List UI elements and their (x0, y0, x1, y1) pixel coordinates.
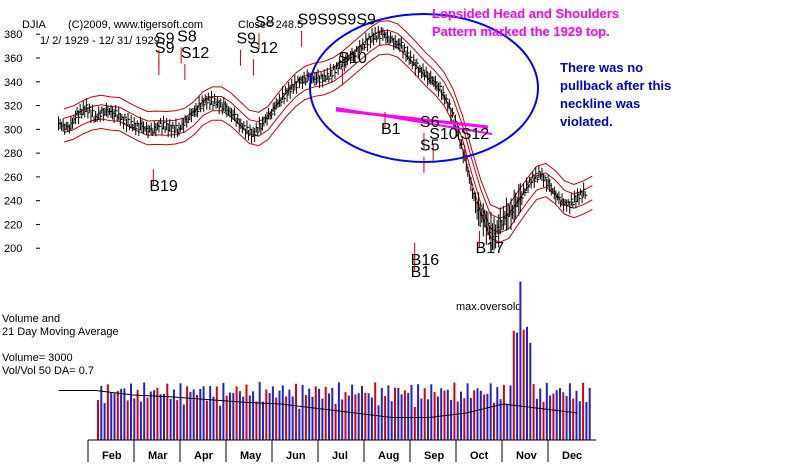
signal-label: S9 (155, 40, 175, 57)
month-label: Feb (102, 450, 122, 462)
symbol-label: DJIA (22, 19, 47, 31)
band-line (63, 53, 593, 243)
y-axis: 200 220 240 260 280 300 320 340 360 380 (4, 29, 40, 255)
month-label: Apr (194, 450, 214, 462)
month-label: Sep (424, 450, 444, 462)
band-line (63, 29, 593, 220)
band-line (63, 44, 593, 234)
month-label: Dec (562, 450, 582, 462)
close-label: Close= 248.5 (238, 19, 303, 31)
volume-readout: Volume= 3000 (2, 352, 73, 364)
y-tick-label: 200 (4, 243, 22, 255)
volume-group (97, 281, 591, 440)
signal-label: S12 (249, 40, 278, 57)
month-label: May (240, 450, 262, 462)
neckline-2 (335, 107, 493, 135)
signal-label: S9 (236, 31, 256, 48)
signal-label: S9S9S9S9 (298, 12, 376, 29)
signal-label: S12 (181, 45, 210, 62)
y-tick-label: 300 (4, 124, 22, 136)
month-label: Nov (516, 450, 538, 462)
price-group (58, 26, 588, 251)
title-line1: Lopsided Head and Shoulders (432, 6, 619, 21)
title-line2: Pattern marked the 1929 top. (432, 24, 610, 39)
y-tick-label: 320 (4, 101, 22, 113)
date-range-label: 1/ 2/ 1929 - 12/ 31/ 1929 (40, 35, 160, 47)
month-label: Jul (332, 450, 348, 462)
signal-label: B1 (411, 264, 431, 281)
vol-ratio-readout: Vol/Vol 50 DA= 0.7 (2, 365, 94, 377)
copyright-label: (C)2009, www.tigersoft.com (68, 19, 203, 31)
signal-label: S9 (155, 31, 175, 48)
signal-label: B17 (476, 240, 505, 257)
signal-label: B19 (149, 178, 178, 195)
note-line3: neckline was (560, 96, 640, 111)
y-tick-label: 260 (4, 172, 22, 184)
note-line4: violated. (560, 114, 613, 129)
y-tick-label: 240 (4, 196, 22, 208)
band-line (63, 20, 593, 210)
signal-label: B1 (381, 121, 401, 138)
signal-label: B16 (411, 252, 440, 269)
y-tick-label: 360 (4, 53, 22, 65)
volume-ma-line (58, 390, 578, 418)
bands-group (63, 20, 593, 243)
note-line2: pullback after this (560, 78, 671, 93)
y-tick-label: 220 (4, 219, 22, 231)
month-labels: Feb Mar Apr May Jun Jul Aug Sep Oct Nov Dec (87, 440, 582, 462)
y-tick-label: 280 (4, 148, 22, 160)
signal-label: S8 (177, 28, 197, 45)
signal-label: S6 (420, 114, 440, 131)
y-tick-label: 380 (4, 29, 22, 41)
note-line1: There was no (560, 60, 643, 75)
month-label: Oct (470, 450, 489, 462)
month-label: Aug (378, 450, 399, 462)
signal-label: S8 (255, 14, 275, 31)
y-tick-label: 340 (4, 77, 22, 89)
volume-label-line1: Volume and (2, 313, 60, 325)
signal-label: S12 (461, 126, 490, 143)
signal-label: S10 (338, 50, 367, 67)
volume-label-line2: 21 Day Moving Average (2, 326, 119, 338)
month-label: Mar (148, 450, 168, 462)
month-label: Jun (286, 450, 306, 462)
signal-label: S5 (420, 138, 440, 155)
max-oversold-label: max.oversold (456, 301, 521, 313)
signal-label: S10 (429, 126, 458, 143)
